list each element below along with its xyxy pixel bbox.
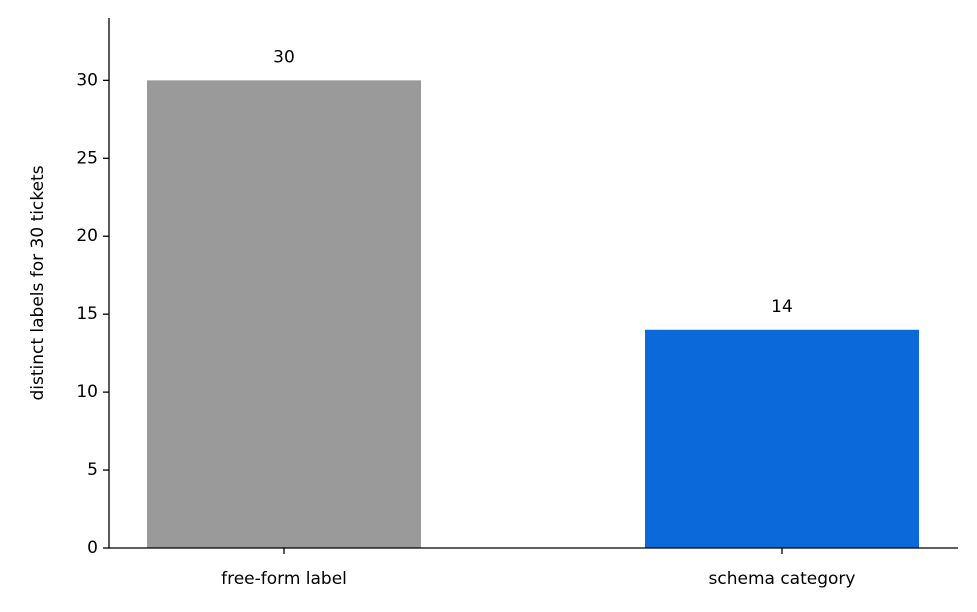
- y-axis-label: distinct labels for 30 tickets: [28, 165, 48, 400]
- y-tick-label: 25: [76, 148, 98, 168]
- x-tick-label: schema category: [709, 569, 856, 589]
- y-tick-label: 20: [76, 226, 98, 246]
- data-label: 30: [273, 47, 295, 67]
- x-tick-label: free-form label: [221, 569, 347, 589]
- bar: [645, 329, 919, 548]
- y-tick-label: 0: [87, 538, 98, 558]
- y-tick-label: 10: [76, 382, 98, 402]
- y-tick-label: 30: [76, 70, 98, 90]
- bar: [147, 80, 421, 549]
- data-label: 14: [771, 297, 793, 317]
- y-tick-label: 5: [87, 460, 98, 480]
- y-tick-label: 15: [76, 304, 98, 324]
